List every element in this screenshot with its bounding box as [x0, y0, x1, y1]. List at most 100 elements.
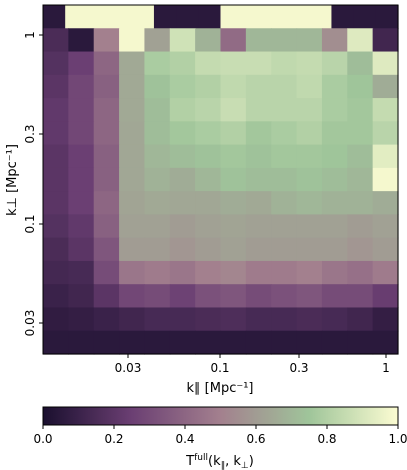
heatmap-cell: [119, 191, 146, 215]
heatmap-cell: [372, 191, 399, 215]
heatmap-cell: [220, 330, 247, 355]
heatmap-cell: [220, 28, 247, 53]
heatmap-cell: [169, 307, 196, 332]
heatmap-cell: [353, 5, 377, 29]
heatmap-cell: [119, 284, 146, 309]
heatmap-cell: [287, 5, 310, 29]
heatmap-cell: [68, 191, 95, 215]
heatmap-cell: [375, 5, 399, 29]
heatmap-cell: [119, 74, 146, 99]
heatmap-cell: [372, 28, 399, 53]
heatmap-cell: [321, 28, 348, 53]
heatmap-cell: [169, 51, 196, 76]
heatmap-cell: [245, 74, 272, 99]
heatmap-cell: [119, 330, 146, 355]
heatmap-cell: [347, 144, 374, 169]
heatmap-cell: [93, 98, 120, 122]
heatmap-cell: [68, 51, 95, 76]
heatmap-cell: [195, 330, 222, 355]
heatmap-cell: [87, 5, 111, 29]
heatmap-cell: [271, 51, 298, 76]
heatmap-cell: [144, 51, 171, 76]
heatmap-cell: [169, 260, 196, 285]
heatmap-cell: [372, 284, 399, 309]
heatmap-cell: [321, 191, 348, 215]
heatmap-cell: [144, 237, 171, 262]
heatmap-cell: [245, 51, 272, 76]
heatmap-cell: [169, 74, 196, 99]
heatmap-cell: [347, 28, 374, 53]
heatmap-cell: [321, 98, 348, 122]
heatmap-cell: [271, 74, 298, 99]
y-tick-label: 0.3: [23, 124, 37, 143]
heatmap-cell: [321, 121, 348, 146]
heatmap-cell: [43, 51, 69, 76]
heatmap-cell: [43, 214, 69, 239]
heatmap-cell: [271, 121, 298, 146]
heatmap-cell: [131, 5, 155, 29]
heatmap-cell: [43, 307, 69, 332]
heatmap-cell: [245, 307, 272, 332]
heatmap-cell: [220, 74, 247, 99]
heatmap-cell: [245, 284, 272, 309]
colorbar-tick-label: 0.6: [246, 432, 265, 446]
heatmap-cell: [43, 167, 69, 192]
heatmap-cell: [220, 144, 247, 169]
heatmap-cell: [68, 121, 95, 146]
heatmap-cell: [93, 307, 120, 332]
heatmap-cell: [43, 284, 69, 309]
heatmap-cell: [119, 237, 146, 262]
heatmap-cell: [195, 260, 222, 285]
heatmap-cell: [347, 51, 374, 76]
x-tick-label: 0.03: [115, 361, 142, 375]
heatmap-cell: [220, 191, 247, 215]
heatmap-cell: [68, 260, 95, 285]
heatmap-cell: [43, 74, 69, 99]
heatmap-cell: [169, 214, 196, 239]
heatmap-cell: [242, 5, 266, 29]
heatmap-cell: [93, 284, 120, 309]
heatmap-cell: [309, 5, 333, 29]
heatmap-cell: [220, 260, 247, 285]
heatmap-cell: [169, 144, 196, 169]
heatmap-cell: [144, 167, 171, 192]
x-axis-label: k∥ [Mpc⁻¹]: [187, 381, 254, 396]
heatmap-cell: [271, 260, 298, 285]
heatmap-cell: [271, 144, 298, 169]
heatmap-cell: [144, 330, 171, 355]
heatmap-cell: [321, 167, 348, 192]
heatmap-cell: [220, 167, 247, 192]
heatmap-cell: [169, 237, 196, 262]
heatmap-cell: [109, 5, 133, 29]
heatmap-cell: [43, 260, 69, 285]
colorbar-tick-label: 0.0: [33, 432, 52, 446]
heatmap-cell: [347, 98, 374, 122]
heatmap-cell: [220, 307, 247, 332]
heatmap-cell: [119, 214, 146, 239]
heatmap-cell: [43, 191, 69, 215]
heatmap-cell: [195, 144, 222, 169]
heatmap-cell: [296, 98, 323, 122]
heatmap-cell: [296, 214, 323, 239]
heatmap-cell: [93, 237, 120, 262]
heatmap-cell: [195, 28, 222, 53]
heatmap-cell: [372, 74, 399, 99]
y-tick-label: 1: [23, 31, 37, 39]
heatmap-cell: [321, 284, 348, 309]
heatmap-cell: [331, 5, 355, 29]
heatmap-cell: [271, 237, 298, 262]
heatmap-cell: [169, 98, 196, 122]
colorbar-ticks: 0.0 0.2 0.4 0.6 0.8 1.0: [33, 425, 407, 446]
heatmap-cell: [296, 191, 323, 215]
heatmap-cell: [176, 5, 199, 29]
heatmap-cell: [195, 74, 222, 99]
heatmap-cell: [296, 260, 323, 285]
heatmap-cells: [43, 5, 399, 355]
heatmap-cell: [195, 237, 222, 262]
heatmap-cell: [271, 191, 298, 215]
heatmap-cell: [43, 144, 69, 169]
heatmap-cell: [144, 284, 171, 309]
heatmap-cell: [296, 74, 323, 99]
heatmap-cell: [372, 260, 399, 285]
heatmap-cell: [271, 284, 298, 309]
